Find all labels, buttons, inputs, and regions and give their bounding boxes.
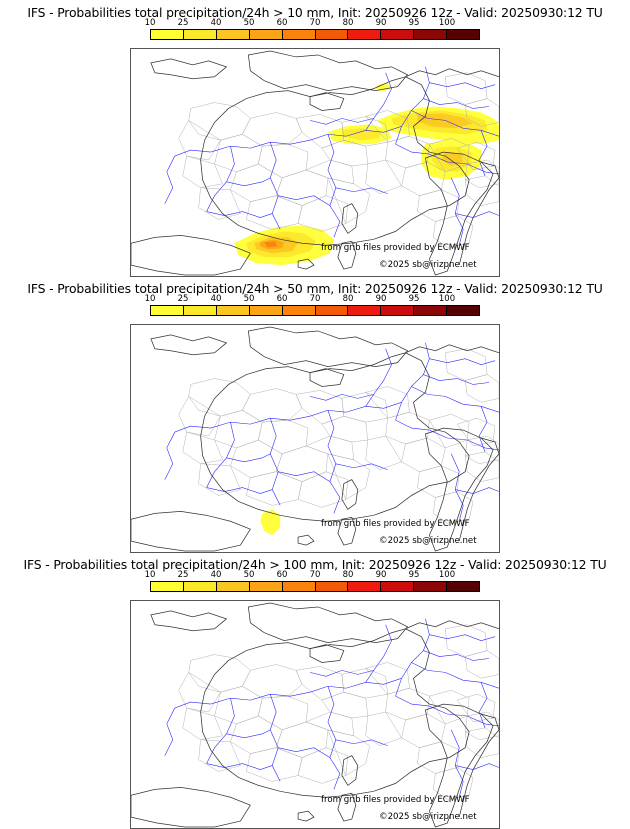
colorbar-band-40: [216, 306, 250, 315]
colorbar-tick-50: 50: [243, 570, 255, 580]
colorbar-tick-90: 90: [375, 294, 387, 304]
colorbar-band-80: [348, 582, 382, 591]
colorbar-tick-95: 95: [408, 18, 420, 28]
page-title: IFS - Probabilities total precipitation/…: [23, 557, 607, 572]
map-canvas-100mm[interactable]: from grib files provided by ECMWF ©2025 …: [130, 600, 500, 829]
colorbar-tick-90: 90: [375, 570, 387, 580]
colorbar-tick-25: 25: [177, 570, 189, 580]
colorbar-tick-25: 25: [177, 294, 189, 304]
attribution-source: from grib files provided by ECMWF: [321, 243, 470, 253]
colorbar-band-70: [315, 582, 349, 591]
colorbar-band-10: [151, 30, 184, 39]
colorbar-bands: [150, 581, 480, 592]
attribution-source: from grib files provided by ECMWF: [321, 519, 470, 529]
colorbar-band-60: [282, 30, 316, 39]
colorbar-band-70: [315, 30, 349, 39]
colorbar-band-80: [348, 306, 382, 315]
colorbar-tick-10: 10: [144, 18, 156, 28]
colorbar-tick-labels: 10 25 40 50 60 70 80 90 95 100: [145, 570, 480, 581]
colorbar-band-50: [249, 30, 283, 39]
colorbar-tick-10: 10: [144, 294, 156, 304]
attribution-copyright: ©2025 sb@irizpne.net: [379, 812, 477, 822]
colorbar-band-100: [447, 306, 480, 315]
page-title: IFS - Probabilities total precipitation/…: [27, 281, 603, 296]
colorbar-band-100: [447, 30, 480, 39]
rivers: [164, 66, 499, 246]
colorbar-100mm: 10 25 40 50 60 70 80 90 95 100: [145, 570, 480, 592]
coastlines: [131, 326, 499, 552]
colorbar-tick-40: 40: [210, 294, 222, 304]
precip-shading-alps: [327, 82, 499, 180]
colorbar-band-90: [381, 306, 415, 315]
colorbar-tick-25: 25: [177, 18, 189, 28]
coastlines: [131, 50, 499, 276]
coastlines: [131, 602, 499, 828]
colorbar-tick-60: 60: [276, 18, 288, 28]
page-title: IFS - Probabilities total precipitation/…: [27, 5, 603, 20]
colorbar-tick-80: 80: [342, 18, 354, 28]
colorbar-tick-50: 50: [243, 294, 255, 304]
map-canvas-10mm[interactable]: from grib files provided by ECMWF ©2025 …: [130, 48, 500, 277]
map-canvas-50mm[interactable]: from grib files provided by ECMWF ©2025 …: [130, 324, 500, 553]
forecast-panel-10mm: IFS - Probabilities total precipitation/…: [0, 0, 630, 277]
attribution-copyright: ©2025 sb@irizpne.net: [379, 260, 477, 270]
colorbar-tick-labels: 10 25 40 50 60 70 80 90 95 100: [145, 294, 480, 305]
attribution-copyright: ©2025 sb@irizpne.net: [379, 536, 477, 546]
colorbar-band-40: [216, 582, 250, 591]
admin-boundaries: [178, 348, 499, 524]
colorbar-band-95: [414, 30, 448, 39]
colorbar-band-90: [381, 30, 415, 39]
colorbar-band-80: [348, 30, 382, 39]
colorbar-band-40: [216, 30, 250, 39]
rivers: [164, 618, 499, 798]
colorbar-bands: [150, 29, 480, 40]
colorbar-50mm: 10 25 40 50 60 70 80 90 95 100: [145, 294, 480, 316]
precip-shading-languedoc: [234, 225, 334, 266]
colorbar-tick-90: 90: [375, 18, 387, 28]
colorbar-band-95: [414, 582, 448, 591]
colorbar-band-95: [414, 306, 448, 315]
colorbar-tick-95: 95: [408, 570, 420, 580]
colorbar-tick-60: 60: [276, 570, 288, 580]
colorbar-tick-labels: 10 25 40 50 60 70 80 90 95 100: [145, 18, 480, 29]
attribution-source: from grib files provided by ECMWF: [321, 795, 470, 805]
colorbar-band-70: [315, 306, 349, 315]
colorbar-10mm: 10 25 40 50 60 70 80 90 95 100: [145, 18, 480, 40]
forecast-panel-100mm: IFS - Probabilities total precipitation/…: [0, 552, 630, 829]
colorbar-band-25: [183, 30, 217, 39]
colorbar-tick-10: 10: [144, 570, 156, 580]
colorbar-band-25: [183, 306, 217, 315]
colorbar-tick-100: 100: [438, 18, 456, 28]
colorbar-tick-50: 50: [243, 18, 255, 28]
colorbar-tick-70: 70: [309, 18, 321, 28]
colorbar-band-10: [151, 306, 184, 315]
colorbar-tick-40: 40: [210, 18, 222, 28]
colorbar-band-10: [151, 582, 184, 591]
colorbar-tick-80: 80: [342, 570, 354, 580]
colorbar-band-25: [183, 582, 217, 591]
colorbar-band-60: [282, 582, 316, 591]
colorbar-band-50: [249, 582, 283, 591]
colorbar-bands: [150, 305, 480, 316]
colorbar-tick-70: 70: [309, 570, 321, 580]
colorbar-band-90: [381, 582, 415, 591]
admin-boundaries: [178, 72, 499, 248]
precip-shading-languedoc: [260, 509, 281, 536]
colorbar-tick-60: 60: [276, 294, 288, 304]
colorbar-tick-100: 100: [438, 294, 456, 304]
colorbar-tick-95: 95: [408, 294, 420, 304]
colorbar-tick-70: 70: [309, 294, 321, 304]
colorbar-band-100: [447, 582, 480, 591]
colorbar-tick-40: 40: [210, 570, 222, 580]
forecast-panel-50mm: IFS - Probabilities total precipitation/…: [0, 276, 630, 553]
colorbar-band-50: [249, 306, 283, 315]
colorbar-tick-100: 100: [438, 570, 456, 580]
colorbar-tick-80: 80: [342, 294, 354, 304]
rivers: [164, 342, 499, 522]
colorbar-band-60: [282, 306, 316, 315]
